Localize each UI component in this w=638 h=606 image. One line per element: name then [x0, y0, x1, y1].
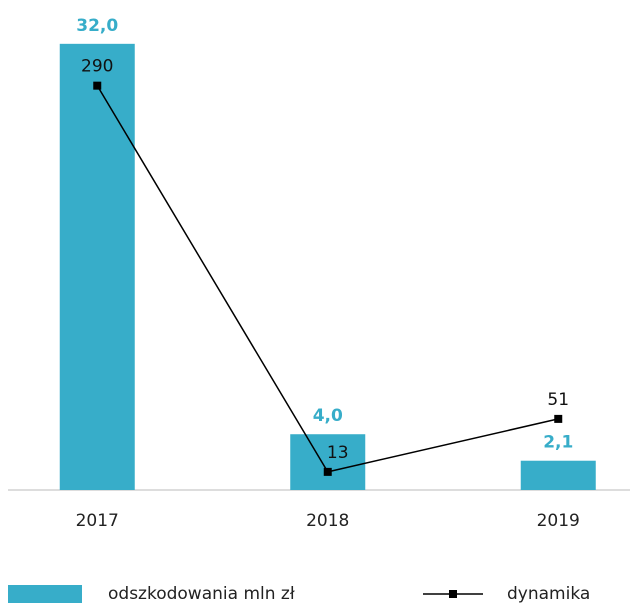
bar	[290, 434, 366, 490]
bar-value-label: 4,0	[313, 406, 343, 426]
legend-label: odszkodowania mln zł	[108, 584, 295, 604]
x-tick-label: 2019	[537, 511, 580, 531]
line-marker	[554, 414, 563, 423]
x-tick-label: 2017	[76, 511, 119, 531]
line-marker	[323, 467, 332, 476]
line-value-label: 51	[547, 390, 569, 410]
x-tick-label: 2018	[306, 511, 349, 531]
line-value-label: 290	[81, 57, 113, 77]
bar-value-label: 2,1	[543, 433, 573, 453]
legend-swatch	[8, 585, 82, 603]
legend-label: dynamika	[507, 584, 590, 604]
line-marker	[93, 81, 102, 90]
bar	[59, 43, 135, 490]
legend-marker	[449, 590, 457, 598]
bar	[520, 460, 596, 490]
line-value-label: 13	[327, 443, 349, 463]
bar-value-label: 32,0	[76, 16, 118, 36]
